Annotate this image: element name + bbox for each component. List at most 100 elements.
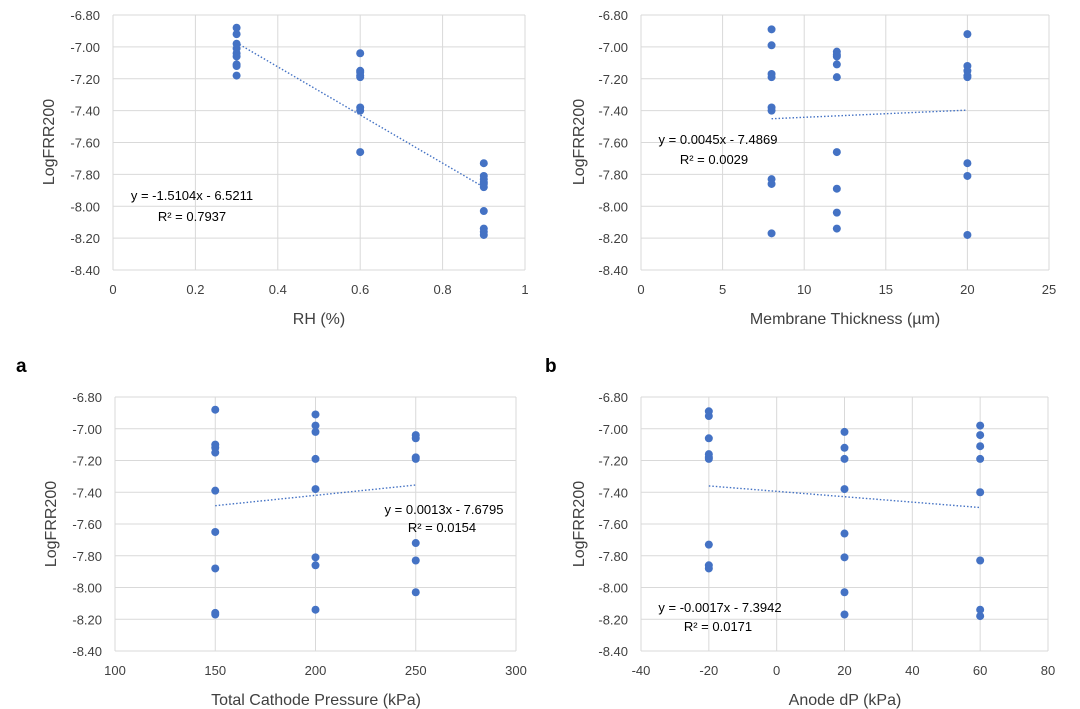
y-tick-label: -6.80 — [598, 390, 628, 405]
data-point — [832, 60, 841, 69]
data-point — [963, 30, 972, 39]
data-point — [232, 71, 241, 80]
data-point — [479, 159, 488, 168]
y-tick-label: -8.40 — [72, 644, 102, 659]
x-tick-label: 0.2 — [186, 282, 204, 297]
x-tick-label: 15 — [879, 282, 893, 297]
data-point — [976, 442, 985, 451]
data-point — [356, 49, 365, 58]
x-tick-label: 1 — [521, 282, 528, 297]
data-point — [479, 230, 488, 239]
y-tick-label: -8.20 — [72, 612, 102, 627]
x-tick-label: 250 — [405, 663, 427, 678]
x-axis-label: Total Cathode Pressure (kPa) — [211, 692, 421, 709]
y-tick-label: -7.20 — [598, 454, 628, 469]
data-point — [356, 73, 365, 82]
data-point — [411, 556, 420, 565]
data-point — [704, 540, 713, 549]
chart-3: -6.80 -7.00 -7.20 -7.40 -7.60 -7.80 -8.00 -8.20… — [43, 390, 527, 709]
r-squared-label: R² = 0.0154 — [408, 520, 476, 535]
x-tick-label: 0.8 — [434, 282, 452, 297]
data-point — [767, 106, 776, 115]
y-axis-label: LogFRR200 — [43, 481, 60, 567]
x-tick-label: 60 — [973, 663, 987, 678]
y-tick-label: -8.20 — [598, 231, 628, 246]
x-tick-label: 10 — [797, 282, 811, 297]
chart-2: -6.80 -7.00 -7.20 -7.40 -7.60 -7.80 -8.00 -8.20… — [571, 8, 1056, 328]
data-point — [976, 556, 985, 565]
data-point — [832, 208, 841, 217]
data-point — [311, 605, 320, 614]
data-point — [976, 612, 985, 621]
data-point — [311, 427, 320, 436]
data-point — [832, 184, 841, 193]
data-point — [767, 73, 776, 82]
data-point — [840, 427, 849, 436]
y-tick-label: -8.00 — [598, 581, 628, 596]
data-point — [840, 443, 849, 452]
trendline — [236, 42, 485, 188]
data-point — [411, 434, 420, 443]
x-tick-label: 0 — [109, 282, 116, 297]
x-tick-label: 25 — [1042, 282, 1056, 297]
data-point — [963, 159, 972, 168]
y-tick-label: -7.20 — [72, 454, 102, 469]
x-tick-label: 20 — [960, 282, 974, 297]
y-tick-label: -8.00 — [72, 581, 102, 596]
data-point — [311, 553, 320, 562]
y-tick-label: -8.40 — [598, 644, 628, 659]
trendline — [771, 109, 968, 120]
y-axis-label: LogFRR200 — [571, 481, 588, 567]
y-tick-label: -7.40 — [70, 104, 100, 119]
r-squared-label: R² = 0.7937 — [158, 209, 226, 224]
data-point — [211, 405, 220, 414]
x-tick-label: 80 — [1041, 663, 1055, 678]
y-axis-label: LogFRR200 — [41, 99, 58, 185]
data-point — [232, 52, 241, 61]
chart-1: -6.80 -7.00 -7.20 -7.40 -7.60 -7.80 -8.00 -8.20… — [41, 8, 529, 328]
trendline-equation: y = -1.5104x - 6.5211 — [131, 188, 253, 203]
x-tick-label: 0.6 — [351, 282, 369, 297]
y-tick-label: -7.00 — [598, 40, 628, 55]
data-point — [311, 485, 320, 494]
x-tick-label: 40 — [905, 663, 919, 678]
y-tick-label: -8.20 — [598, 612, 628, 627]
data-point — [704, 412, 713, 421]
data-point — [232, 23, 241, 32]
y-tick-label: -6.80 — [598, 8, 628, 23]
data-point — [211, 448, 220, 457]
y-tick-label: -7.60 — [72, 517, 102, 532]
data-point — [976, 431, 985, 440]
x-tick-label: -40 — [632, 663, 651, 678]
chart-4: -6.80 -7.00 -7.20 -7.40 -7.60 -7.80 -8.00 -8.20… — [571, 390, 1055, 709]
data-point — [232, 30, 241, 39]
y-tick-label: -7.80 — [72, 549, 102, 564]
data-point — [704, 564, 713, 573]
x-tick-label: 200 — [305, 663, 327, 678]
y-tick-label: -7.80 — [70, 167, 100, 182]
y-tick-label: -7.40 — [72, 485, 102, 500]
data-point — [832, 148, 841, 157]
y-axis-label: LogFRR200 — [571, 99, 588, 185]
trendline-equation: y = 0.0013x - 7.6795 — [385, 502, 504, 517]
data-point — [963, 73, 972, 82]
x-axis-label: Anode dP (kPa) — [789, 692, 902, 709]
trendline-equation: y = 0.0045x - 7.4869 — [659, 132, 778, 147]
data-point — [311, 561, 320, 570]
data-point — [211, 610, 220, 619]
data-point — [767, 41, 776, 50]
data-point — [479, 183, 488, 192]
data-point — [976, 421, 985, 430]
data-point — [704, 434, 713, 443]
data-point — [211, 527, 220, 536]
y-tick-label: -7.60 — [598, 517, 628, 532]
data-point — [356, 106, 365, 115]
x-tick-label: 0 — [637, 282, 644, 297]
y-tick-label: -7.60 — [70, 136, 100, 151]
data-point — [411, 454, 420, 463]
data-point — [232, 62, 241, 70]
x-axis-label: Membrane Thickness (µm) — [750, 311, 940, 328]
x-tick-label: 0.4 — [269, 282, 287, 297]
data-point — [356, 148, 365, 157]
